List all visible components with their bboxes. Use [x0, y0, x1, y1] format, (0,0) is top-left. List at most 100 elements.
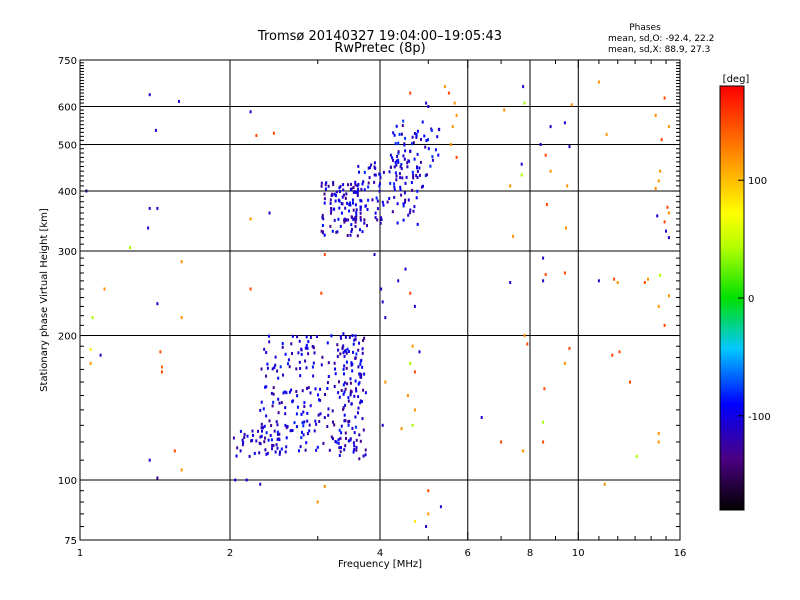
data-point — [393, 182, 396, 186]
data-point — [391, 210, 394, 214]
data-point — [411, 142, 413, 146]
data-point — [326, 387, 329, 390]
data-point — [359, 211, 362, 215]
data-point — [323, 192, 326, 196]
data-point — [304, 359, 307, 363]
data-point — [291, 400, 294, 404]
data-point — [259, 482, 262, 486]
data-point — [332, 181, 335, 184]
data-point — [296, 394, 299, 398]
data-point — [333, 385, 336, 388]
data-point — [271, 444, 274, 447]
data-point — [366, 208, 369, 211]
data-point — [447, 91, 450, 95]
data-point — [337, 438, 340, 442]
data-point — [354, 356, 357, 360]
data-point — [373, 180, 376, 184]
data-point — [363, 170, 366, 174]
data-point — [420, 138, 422, 141]
data-point — [314, 419, 317, 423]
data-point — [424, 145, 427, 149]
data-point — [379, 173, 382, 177]
data-point — [282, 373, 284, 377]
data-point — [303, 420, 306, 424]
data-point — [364, 204, 367, 208]
data-point — [405, 175, 408, 179]
data-point — [303, 405, 306, 408]
data-point — [375, 196, 378, 200]
data-point — [391, 156, 394, 160]
data-point — [362, 180, 365, 184]
data-point — [243, 436, 246, 439]
data-point — [657, 432, 660, 435]
data-point — [415, 196, 418, 200]
data-point — [344, 403, 347, 407]
data-point — [342, 193, 345, 197]
data-point — [361, 182, 364, 186]
data-point — [337, 217, 340, 221]
data-point — [380, 287, 383, 291]
data-point — [251, 439, 254, 442]
data-point — [334, 440, 337, 443]
data-point — [357, 411, 359, 415]
data-point — [419, 173, 421, 177]
data-point — [397, 141, 400, 145]
data-point — [359, 359, 362, 363]
data-point — [346, 234, 349, 237]
data-point — [401, 176, 404, 180]
data-point — [325, 181, 328, 185]
data-point — [657, 179, 660, 183]
data-point — [349, 233, 352, 237]
data-point — [404, 149, 407, 153]
data-point — [409, 208, 412, 212]
data-point — [363, 336, 366, 340]
data-point — [306, 346, 309, 350]
data-point — [288, 390, 291, 394]
data-point — [338, 186, 341, 190]
data-point — [342, 367, 345, 371]
data-point — [613, 277, 616, 281]
data-point — [249, 110, 252, 114]
data-point — [342, 351, 345, 355]
chart-title: Tromsø 20140327 19:04:00–19:05:43 — [257, 29, 502, 44]
data-point — [370, 163, 373, 167]
data-point — [512, 234, 515, 238]
grid — [80, 60, 680, 540]
data-point — [353, 444, 356, 448]
data-point — [563, 271, 566, 275]
data-point — [455, 113, 458, 117]
y-tick-label: 300 — [58, 247, 77, 258]
data-point — [249, 287, 252, 291]
data-point — [89, 361, 92, 365]
data-point — [356, 184, 359, 188]
data-point — [344, 335, 347, 339]
data-point — [330, 334, 333, 338]
data-point — [362, 454, 365, 458]
data-point — [342, 383, 345, 387]
data-point — [302, 433, 305, 437]
data-point — [300, 436, 303, 440]
data-point — [342, 344, 345, 348]
data-point — [539, 143, 542, 146]
data-point — [347, 439, 350, 443]
data-point — [129, 246, 131, 250]
data-point — [378, 184, 381, 188]
data-point — [343, 381, 346, 385]
data-point — [260, 422, 263, 426]
data-point — [389, 181, 392, 185]
data-point — [295, 412, 298, 416]
data-point — [413, 132, 416, 135]
data-point — [323, 197, 326, 201]
data-point — [358, 457, 361, 461]
data-point — [382, 203, 385, 207]
data-point — [359, 218, 362, 222]
data-point — [232, 436, 235, 440]
data-point — [402, 218, 405, 222]
data-point — [338, 454, 341, 457]
data-point — [339, 335, 342, 338]
data-point — [425, 525, 428, 528]
data-point — [290, 342, 293, 346]
data-point — [418, 166, 421, 170]
data-point — [437, 153, 440, 157]
data-point — [340, 336, 342, 340]
